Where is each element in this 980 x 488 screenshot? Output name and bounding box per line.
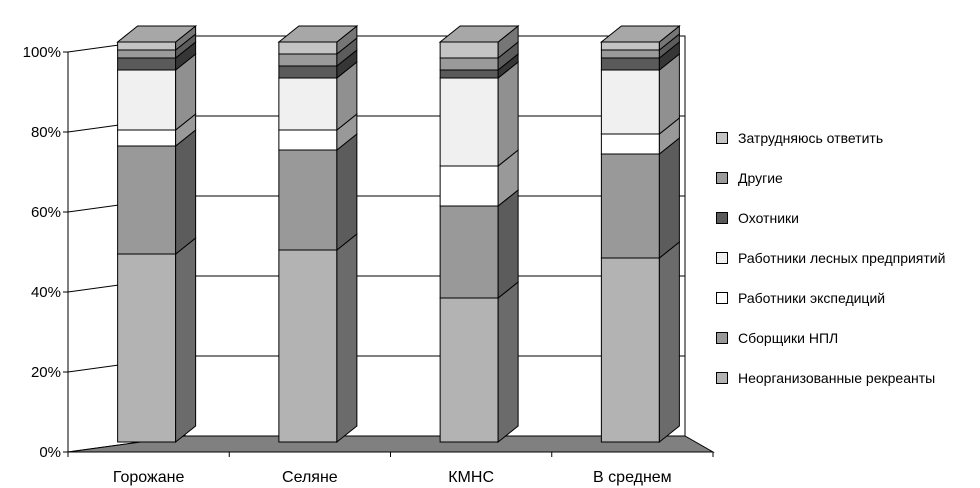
- bar-segment: [278, 129, 338, 151]
- y-tick-label: 80%: [31, 124, 61, 141]
- bar-segment: [278, 65, 338, 79]
- bar-segment: [600, 41, 660, 51]
- legend-swatch: [716, 292, 728, 304]
- bar-segment: [278, 41, 338, 55]
- bar-segment: [439, 297, 499, 443]
- y-tick-label: 40%: [31, 284, 61, 301]
- legend-label: Работники экспедиций: [738, 290, 886, 306]
- bar-segment: [600, 133, 660, 155]
- y-tick-label: 0%: [39, 444, 61, 461]
- bar-segment-side: [497, 280, 519, 444]
- y-tick-label: 20%: [31, 364, 61, 381]
- legend-label: Неорганизованные рекреанты: [738, 370, 936, 386]
- legend-item: Работники экспедиций: [716, 278, 978, 318]
- bar-segment: [600, 49, 660, 59]
- legend-item: Другие: [716, 158, 978, 198]
- bar-segment: [117, 57, 177, 71]
- bar-segment: [117, 145, 177, 255]
- bar-segment-side: [658, 240, 680, 444]
- bar-segment: [117, 253, 177, 443]
- legend-item: Сборщики НПЛ: [716, 318, 978, 358]
- bar-segment: [439, 165, 499, 207]
- bar-segment: [278, 249, 338, 443]
- bar-segment: [439, 57, 499, 71]
- legend-item: Работники лесных предприятий: [716, 238, 978, 278]
- legend-swatch: [716, 372, 728, 384]
- legend-item: Охотники: [716, 198, 978, 238]
- bar-segment: [117, 129, 177, 147]
- legend-label: Затрудняюсь ответить: [738, 130, 884, 146]
- bar-segment-side: [336, 232, 358, 444]
- x-tick-label: Горожане: [113, 469, 185, 486]
- legend-swatch: [716, 252, 728, 264]
- bar-segment: [600, 153, 660, 259]
- legend-label: Другие: [738, 170, 783, 186]
- bar-segment: [600, 57, 660, 71]
- bar-segment-side: [336, 132, 358, 252]
- x-tick-label: КМНС: [448, 469, 494, 486]
- bar-top: [277, 25, 359, 43]
- legend-swatch: [716, 332, 728, 344]
- bar-segment-side: [175, 128, 197, 256]
- legend-label: Работники лесных предприятий: [738, 250, 946, 266]
- bar-stack: [599, 24, 681, 444]
- bar-stack: [116, 24, 198, 444]
- bar-segment: [439, 41, 499, 59]
- y-tick-label: 60%: [31, 204, 61, 221]
- bar-stack: [277, 24, 359, 444]
- bar-segment: [439, 69, 499, 79]
- bar-segment-side: [497, 60, 519, 168]
- x-tick-label: В среднем: [593, 469, 672, 486]
- bar-top: [116, 25, 198, 43]
- bar-segment: [439, 205, 499, 299]
- bar-segment: [278, 77, 338, 131]
- bar-segment: [278, 53, 338, 67]
- x-tick-label: Селяне: [282, 469, 338, 486]
- bar-segment: [117, 41, 177, 51]
- bar-top: [438, 25, 520, 43]
- legend-item: Затрудняюсь ответить: [716, 118, 978, 158]
- bar-segment: [117, 69, 177, 131]
- legend-label: Сборщики НПЛ: [738, 330, 839, 346]
- bar-segment-side: [175, 236, 197, 444]
- legend-swatch: [716, 172, 728, 184]
- bar-segment: [600, 69, 660, 135]
- bar-segment: [600, 257, 660, 443]
- bar-segment: [117, 49, 177, 59]
- bar-segment-side: [658, 136, 680, 260]
- y-tick-label: 100%: [23, 44, 61, 61]
- bar-segment: [278, 149, 338, 251]
- legend-item: Неорганизованные рекреанты: [716, 358, 978, 398]
- bar-segment: [439, 77, 499, 167]
- bar-stack: [438, 24, 520, 444]
- legend: Затрудняюсь ответить Другие Охотники Работн…: [716, 118, 978, 398]
- bar-top: [599, 25, 681, 43]
- legend-label: Охотники: [738, 210, 799, 226]
- legend-swatch: [716, 212, 728, 224]
- legend-swatch: [716, 132, 728, 144]
- bar-segment-side: [497, 188, 519, 300]
